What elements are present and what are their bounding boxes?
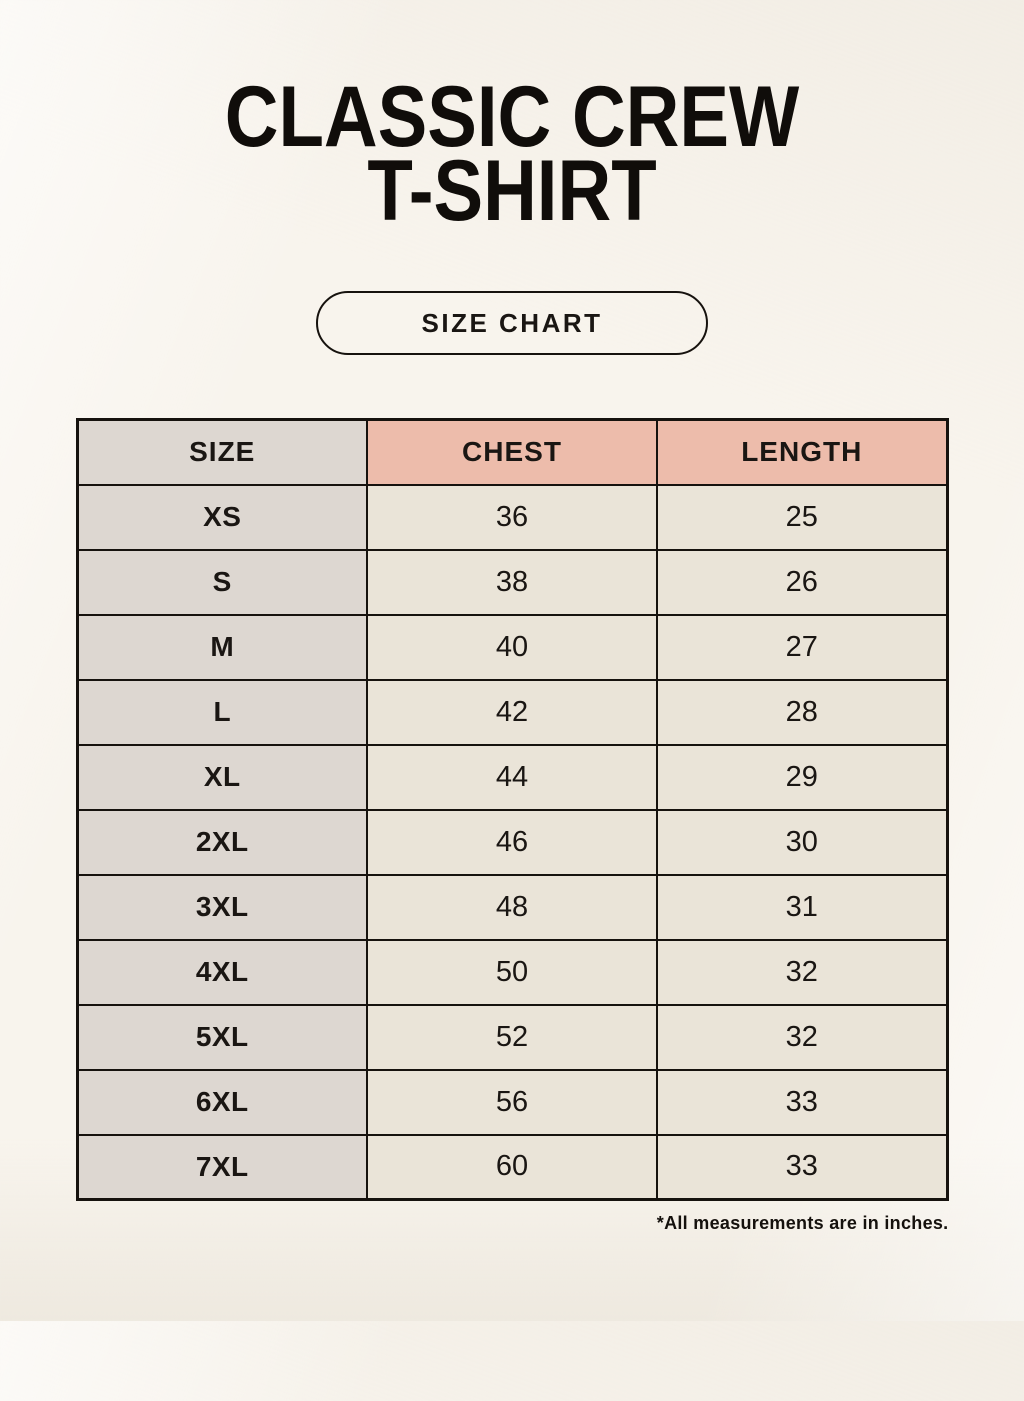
table-row: 6XL 56 33	[76, 1068, 948, 1136]
page-title-line1: CLASSIC CREW	[224, 69, 800, 165]
measurement-cell: 38	[366, 548, 658, 616]
measurement-cell: 31	[656, 873, 948, 941]
page-title: CLASSIC CREW T-SHIRT	[69, 74, 955, 234]
size-chart-button[interactable]: SIZE CHART	[316, 291, 708, 355]
table-row: 3XL 48 31	[76, 873, 948, 941]
size-label-cell: S	[76, 548, 368, 616]
measurement-cell: 29	[656, 743, 948, 811]
measurement-cell: 40	[366, 613, 658, 681]
measurement-cell: 48	[366, 873, 658, 941]
page-title-line2: T-SHIRT	[367, 143, 657, 239]
size-label-cell: 5XL	[76, 1003, 368, 1071]
size-label-cell: 4XL	[76, 938, 368, 1006]
measurement-cell: 33	[656, 1068, 948, 1136]
measurement-cell: 42	[366, 678, 658, 746]
size-label-cell: 2XL	[76, 808, 368, 876]
size-table-body: XS 36 25 S 38 26 M 40 27 L 42 28 XL 44 29 2XL 46 30 3XL 48 3…	[76, 483, 948, 1201]
measurement-cell: 33	[656, 1133, 948, 1201]
size-label-cell: 3XL	[76, 873, 368, 941]
measurement-cell: 60	[366, 1133, 658, 1201]
size-label-cell: M	[76, 613, 368, 681]
size-chart-table: SIZE CHEST LENGTH XS 36 25 S 38 26 M 40 27 L 42 28 X…	[75, 418, 949, 1201]
table-row: S 38 26	[76, 548, 948, 616]
measurement-cell: 32	[656, 1003, 948, 1071]
size-label-cell: XS	[76, 483, 368, 551]
size-label-cell: XL	[76, 743, 368, 811]
measurement-cell: 36	[366, 483, 658, 551]
table-row: 7XL 60 33	[76, 1133, 948, 1201]
column-header-length: LENGTH	[656, 418, 948, 486]
measurement-cell: 44	[366, 743, 658, 811]
table-row: L 42 28	[76, 678, 948, 746]
table-row: 5XL 52 32	[76, 1003, 948, 1071]
table-header-row: SIZE CHEST LENGTH	[76, 418, 948, 486]
measurement-cell: 27	[656, 613, 948, 681]
measurement-cell: 28	[656, 678, 948, 746]
table-row: XL 44 29	[76, 743, 948, 811]
measurement-cell: 50	[366, 938, 658, 1006]
measurement-cell: 56	[366, 1068, 658, 1136]
measurement-cell: 30	[656, 808, 948, 876]
measurement-cell: 46	[366, 808, 658, 876]
column-header-chest: CHEST	[366, 418, 658, 486]
size-label-cell: 6XL	[76, 1068, 368, 1136]
footnote-wrap: *All measurements are in inches.	[76, 1213, 949, 1234]
table-row: M 40 27	[76, 613, 948, 681]
measurements-footnote: *All measurements are in inches.	[656, 1213, 949, 1233]
table-row: 4XL 50 32	[76, 938, 948, 1006]
measurement-cell: 32	[656, 938, 948, 1006]
measurement-cell: 25	[656, 483, 948, 551]
size-label-cell: 7XL	[76, 1133, 368, 1201]
measurement-cell: 26	[656, 548, 948, 616]
measurement-cell: 52	[366, 1003, 658, 1071]
table-row: XS 36 25	[76, 483, 948, 551]
column-header-size: SIZE	[76, 418, 368, 486]
size-label-cell: L	[76, 678, 368, 746]
table-row: 2XL 46 30	[76, 808, 948, 876]
